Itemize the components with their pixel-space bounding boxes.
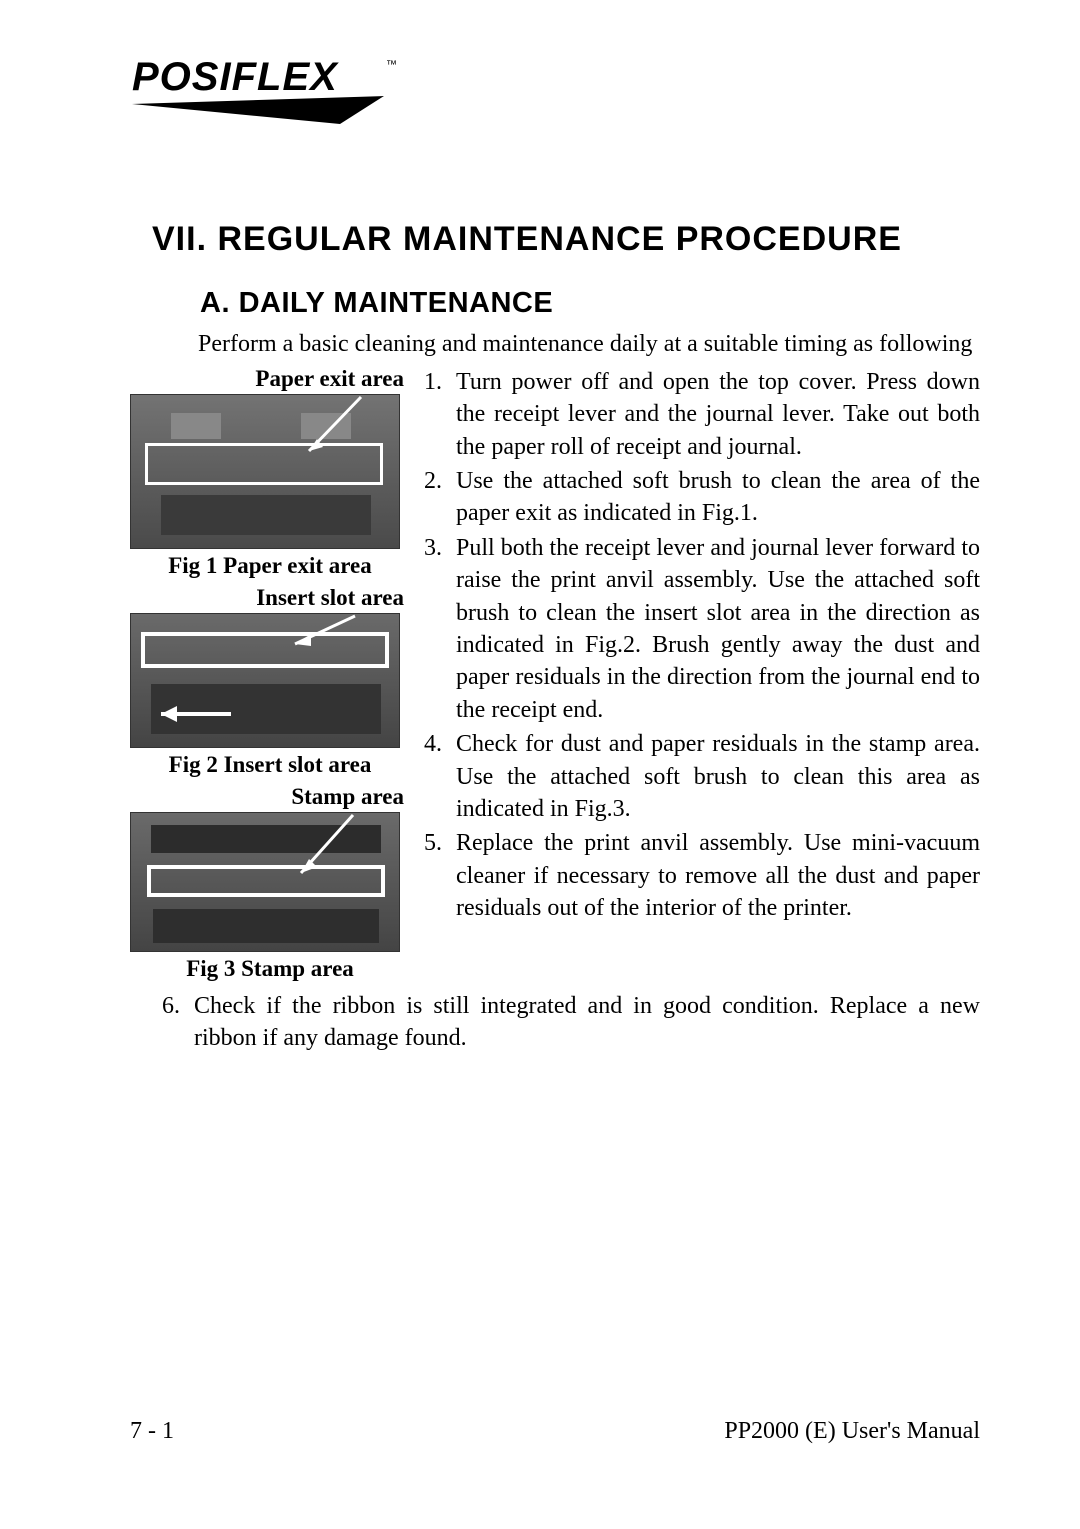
figure-2-image [130, 613, 400, 748]
page-footer: 7 - 1 PP2000 (E) User's Manual [130, 1418, 980, 1445]
figure-1-label: Paper exit area [130, 366, 410, 392]
page-number: 7 - 1 [130, 1418, 174, 1445]
svg-text:™: ™ [386, 59, 397, 71]
step-text: Replace the print anvil assembly. Use mi… [456, 827, 980, 924]
section-letter: A. [200, 287, 230, 319]
intro-paragraph: Perform a basic cleaning and maintenance… [130, 328, 980, 360]
intro-text: Perform a basic cleaning and maintenance… [198, 331, 972, 357]
step-number: 2. [424, 465, 456, 530]
svg-text:POSIFLEX: POSIFLEX [132, 55, 339, 99]
figure-2-label: Insert slot area [130, 585, 410, 611]
step-5: 5. Replace the print anvil assembly. Use… [424, 827, 980, 924]
steps-list-right: 1. Turn power off and open the top cover… [424, 366, 980, 925]
steps-list-bottom: 6. Check if the ribbon is still integrat… [130, 990, 980, 1055]
step-number: 1. [424, 366, 456, 463]
figure-2: Insert slot area Fig 2 Insert slot area [130, 585, 410, 778]
step-text: Check if the ribbon is still integrated … [194, 990, 980, 1055]
step-4: 4. Check for dust and paper residuals in… [424, 728, 980, 825]
step-number: 6. [162, 990, 194, 1055]
step-6: 6. Check if the ribbon is still integrat… [130, 990, 980, 1055]
figure-2-caption: Fig 2 Insert slot area [130, 752, 410, 778]
figures-column: Paper exit area Fig 1 Paper exit area In… [130, 366, 410, 988]
step-number: 5. [424, 827, 456, 924]
chapter-number: VII. [152, 220, 207, 258]
step-2: 2. Use the attached soft brush to clean … [424, 465, 980, 530]
content-columns: Paper exit area Fig 1 Paper exit area In… [130, 366, 980, 988]
step-text: Check for dust and paper residuals in th… [456, 728, 980, 825]
figure-1: Paper exit area Fig 1 Paper exit area [130, 366, 410, 579]
section-title: A. DAILY MAINTENANCE [130, 287, 980, 320]
steps-column: 1. Turn power off and open the top cover… [424, 366, 980, 927]
posiflex-logo: POSIFLEX ™ [130, 50, 980, 128]
figure-3-image [130, 812, 400, 952]
figure-1-caption: Fig 1 Paper exit area [130, 553, 410, 579]
chapter-text: REGULAR MAINTENANCE PROCEDURE [217, 220, 901, 258]
figure-3-caption: Fig 3 Stamp area [130, 956, 410, 982]
step-number: 4. [424, 728, 456, 825]
step-text: Use the attached soft brush to clean the… [456, 465, 980, 530]
step-1: 1. Turn power off and open the top cover… [424, 366, 980, 463]
figure-3-label: Stamp area [130, 784, 410, 810]
figure-3: Stamp area Fig 3 Stamp area [130, 784, 410, 982]
figure-1-image [130, 394, 400, 549]
manual-title: PP2000 (E) User's Manual [724, 1418, 980, 1445]
step-3: 3. Pull both the receipt lever and journ… [424, 532, 980, 726]
chapter-title: VII. REGULAR MAINTENANCE PROCEDURE [200, 218, 980, 261]
step-text: Turn power off and open the top cover. P… [456, 366, 980, 463]
step-text: Pull both the receipt lever and journal … [456, 532, 980, 726]
section-text: DAILY MAINTENANCE [239, 287, 554, 319]
step-number: 3. [424, 532, 456, 726]
